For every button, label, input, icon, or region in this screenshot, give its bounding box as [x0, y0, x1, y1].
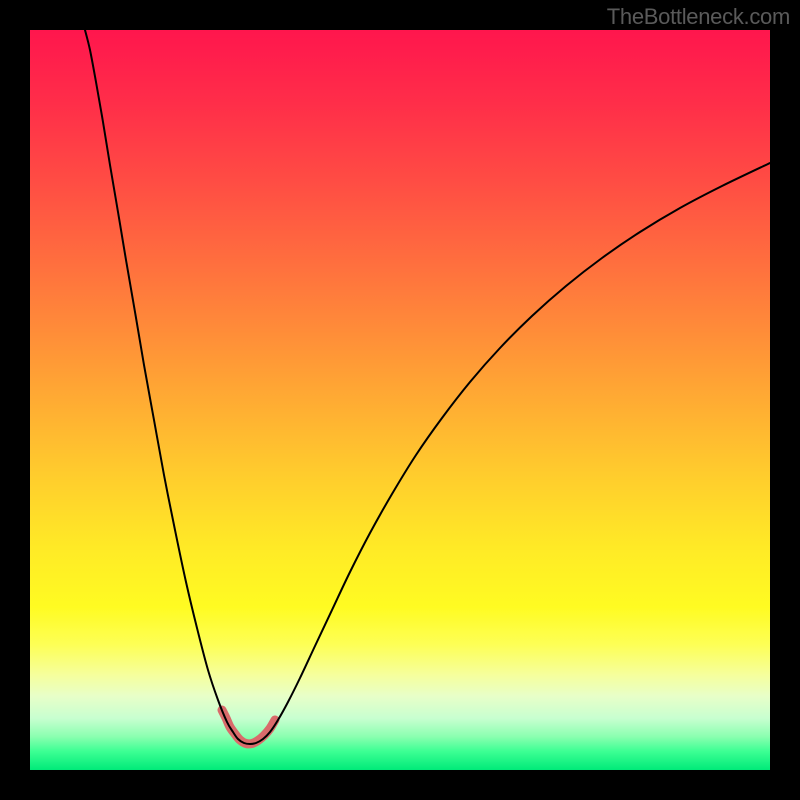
curve-layer: [30, 30, 770, 770]
bottleneck-curve: [85, 30, 770, 744]
watermark-text: TheBottleneck.com: [607, 4, 790, 30]
figure-container: TheBottleneck.com: [0, 0, 800, 800]
plot-area: [30, 30, 770, 770]
